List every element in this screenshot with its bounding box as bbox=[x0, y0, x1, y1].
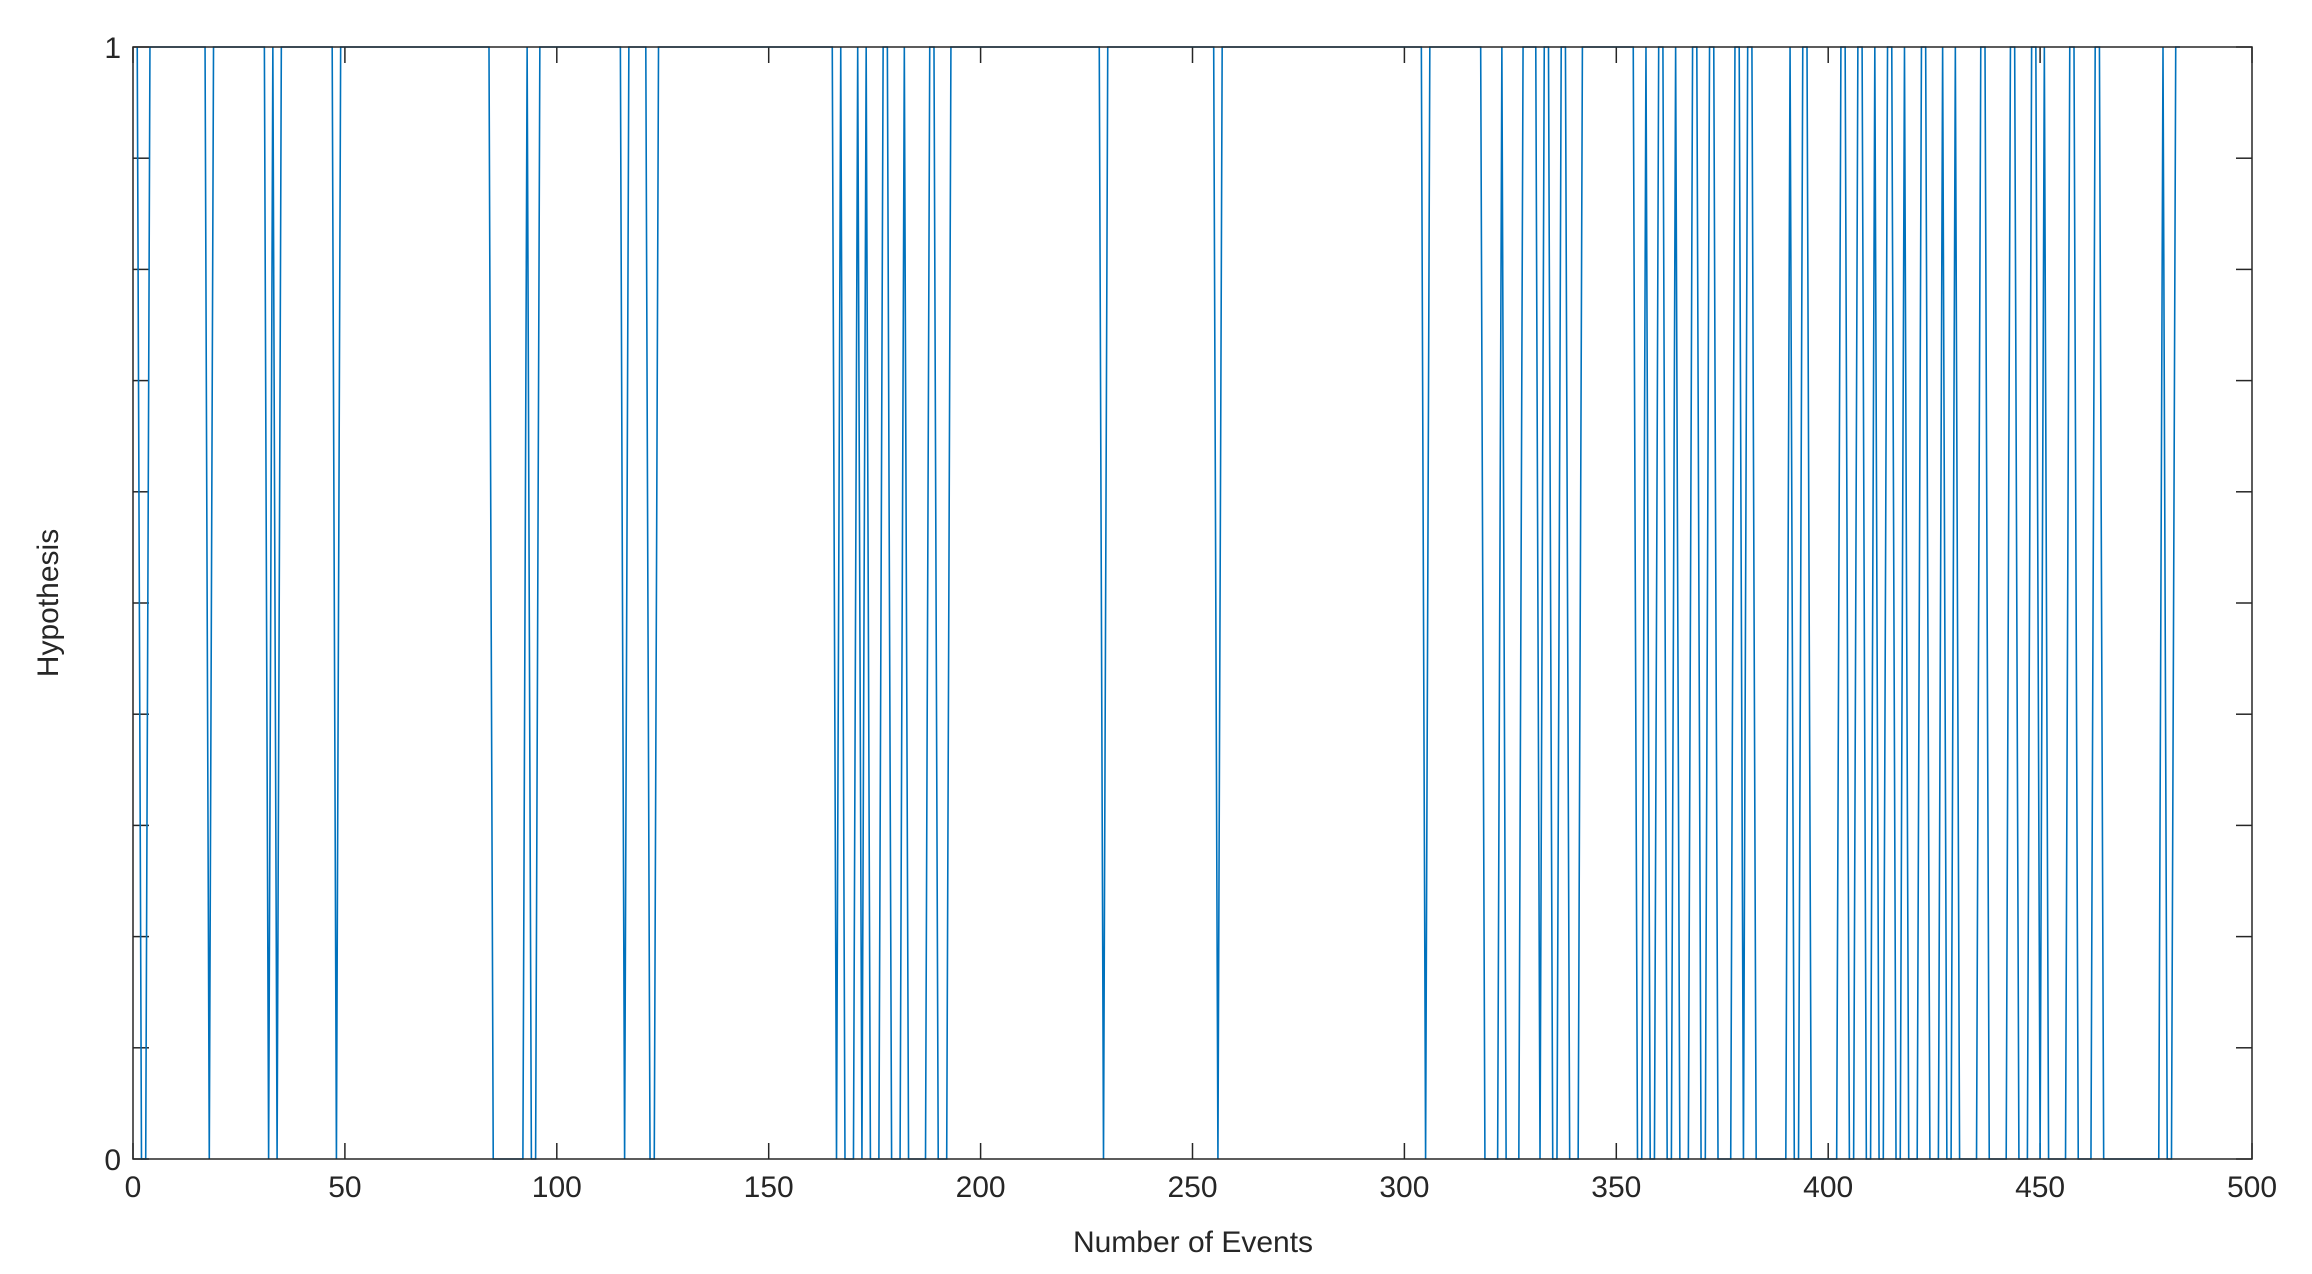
x-tick-label: 350 bbox=[1591, 1171, 1641, 1204]
x-tick-label: 500 bbox=[2227, 1171, 2277, 1204]
x-tick-label: 400 bbox=[1803, 1171, 1853, 1204]
y-axis-label: Hypothesis bbox=[32, 529, 65, 677]
x-tick-label: 200 bbox=[956, 1171, 1006, 1204]
y-tick-label: 0 bbox=[104, 1144, 121, 1177]
x-tick-label: 50 bbox=[328, 1171, 361, 1204]
x-tick-label: 100 bbox=[532, 1171, 582, 1204]
x-tick-label: 0 bbox=[125, 1171, 142, 1204]
x-axis-label: Number of Events bbox=[1073, 1226, 1313, 1259]
x-tick-label: 150 bbox=[744, 1171, 794, 1204]
x-tick-label: 300 bbox=[1379, 1171, 1429, 1204]
plot-frame bbox=[132, 46, 2253, 1160]
x-tick-label: 450 bbox=[2015, 1171, 2065, 1204]
y-tick-label: 1 bbox=[104, 32, 121, 65]
data-line bbox=[136, 46, 2180, 1160]
x-tick-label: 250 bbox=[1167, 1171, 1217, 1204]
